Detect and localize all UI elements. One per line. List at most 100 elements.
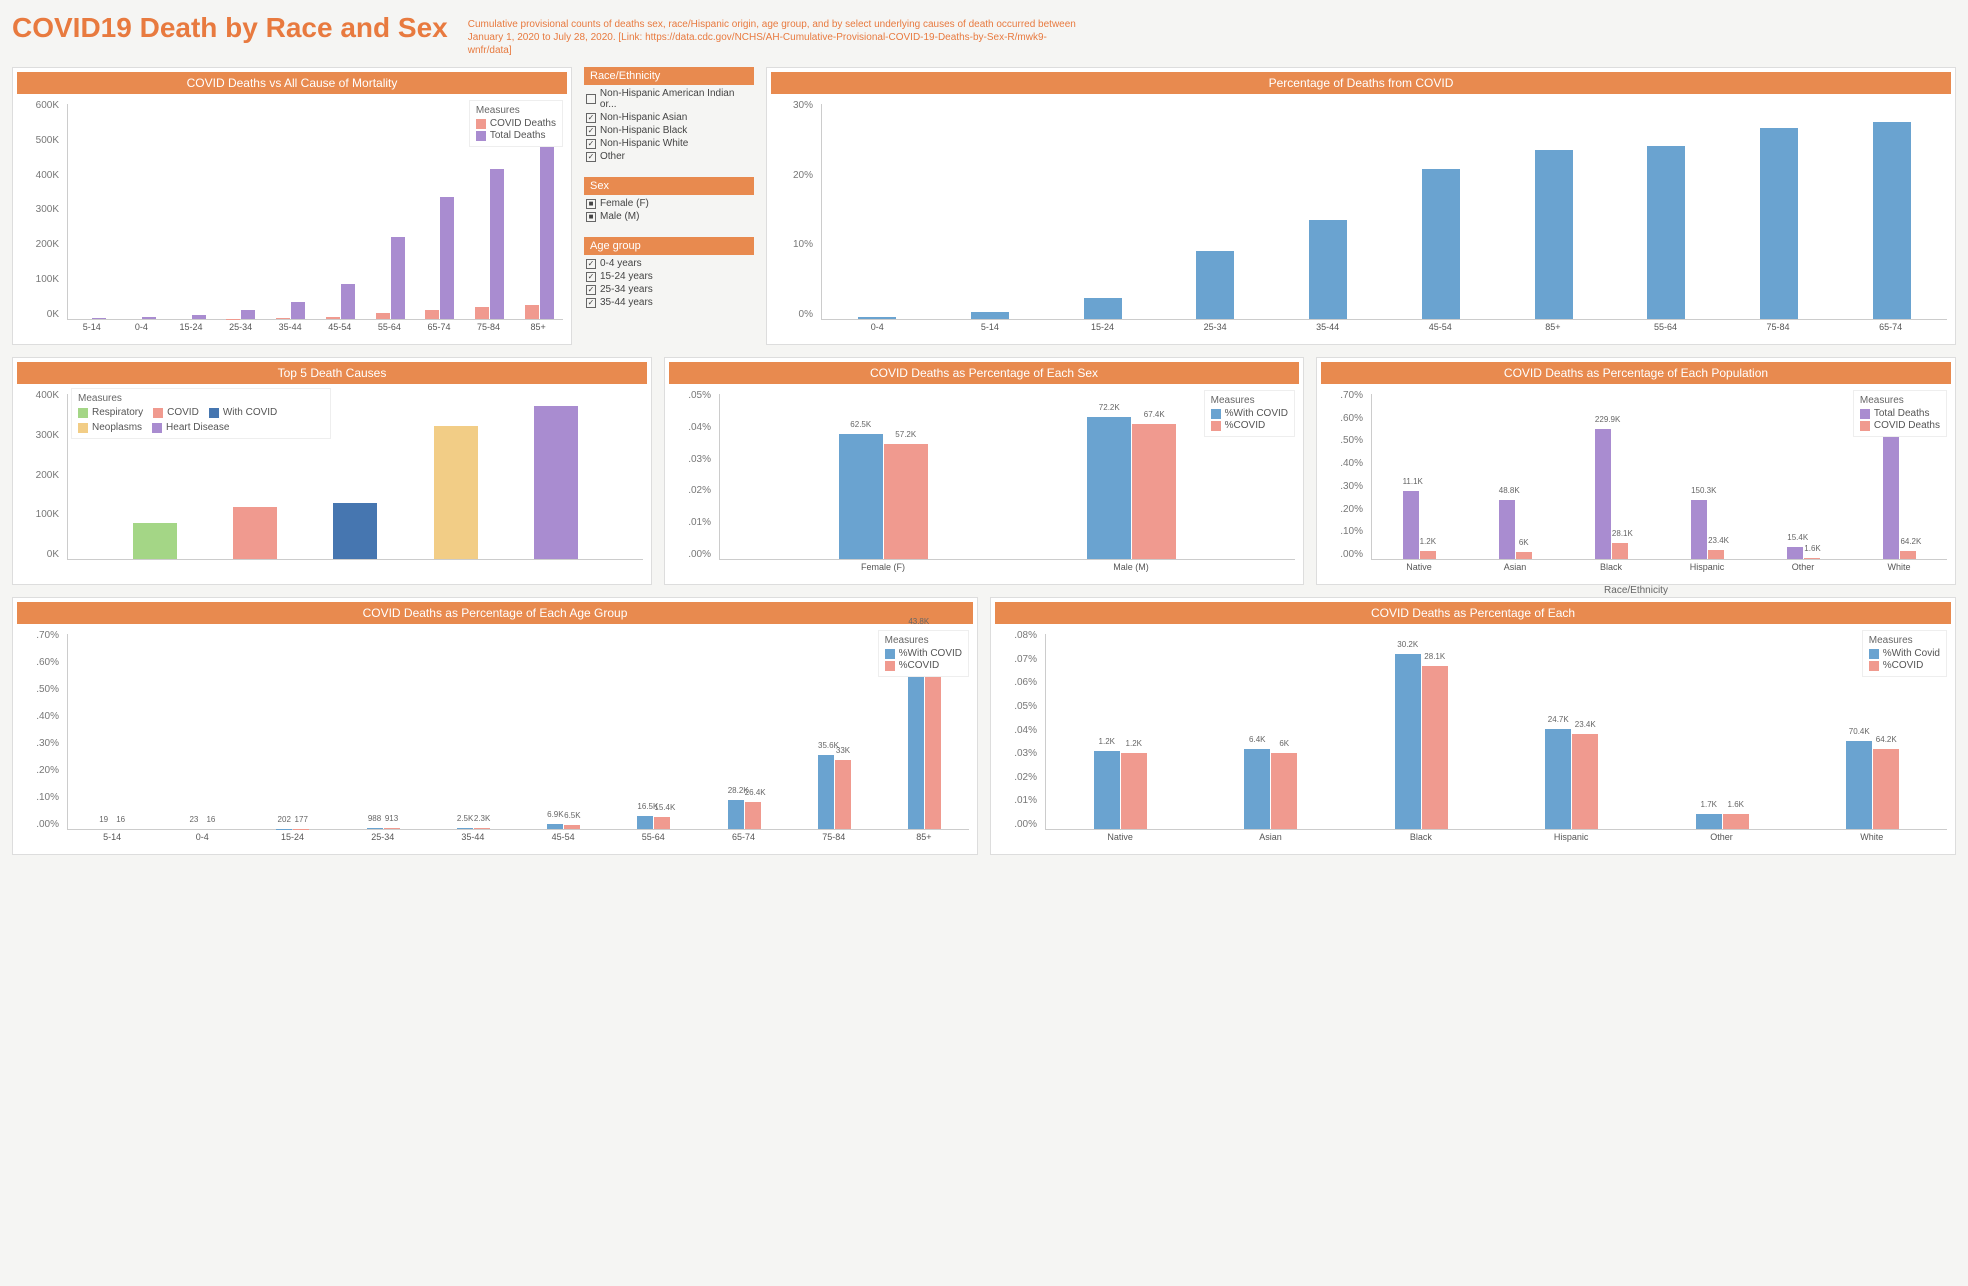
bar[interactable] [475, 307, 489, 319]
legend-item[interactable]: Total Deaths [1860, 408, 1940, 419]
bar[interactable] [233, 507, 277, 559]
bar[interactable] [92, 318, 106, 319]
bar[interactable]: 6.9K [547, 824, 563, 829]
bar[interactable]: 1.2K [1094, 751, 1120, 829]
filter-option[interactable]: ✓0-4 years [584, 257, 754, 270]
legend-item[interactable]: With COVID [209, 407, 277, 418]
bar[interactable] [490, 169, 504, 320]
bar[interactable] [1873, 122, 1911, 319]
bar[interactable]: 15.4K [1787, 547, 1803, 559]
bar[interactable] [133, 523, 177, 559]
bar[interactable]: 16.5K [637, 816, 653, 829]
legend-item[interactable]: %With COVID [885, 648, 962, 659]
legend-item[interactable]: Total Deaths [476, 130, 556, 141]
bar[interactable] [333, 503, 377, 559]
bar[interactable] [440, 197, 454, 319]
bar[interactable] [1196, 251, 1234, 319]
bar[interactable]: 72.2K [1087, 417, 1131, 559]
filter-option[interactable]: ✓35-44 years [584, 296, 754, 309]
bar[interactable] [858, 317, 896, 319]
filter-option[interactable]: Non-Hispanic American Indian or... [584, 87, 754, 111]
bar[interactable]: 67.4K [1132, 424, 1176, 559]
bar[interactable] [540, 129, 554, 319]
bar[interactable]: 62.5K [839, 434, 883, 559]
bar[interactable]: 2.5K [457, 828, 473, 829]
bar[interactable]: 6K [1271, 753, 1297, 829]
bar[interactable] [192, 315, 206, 319]
bar[interactable]: 57.2K [884, 444, 928, 560]
plot-c7[interactable]: 1.2K1.2K 6.4K6K 30.2K28.1K 24.7K23.4K 1.7K1.… [1045, 634, 1947, 830]
bar[interactable]: 70.4K [1846, 741, 1872, 829]
filter-option[interactable]: ✓Non-Hispanic White [584, 137, 754, 150]
bar[interactable]: 28.2K [728, 800, 744, 829]
bar[interactable] [341, 284, 355, 319]
bar[interactable] [391, 237, 405, 319]
bar[interactable]: 1.6K [1804, 558, 1820, 559]
bar[interactable]: 30.2K [1395, 654, 1421, 830]
bar[interactable]: 24.7K [1545, 729, 1571, 829]
bar[interactable]: 150.3K [1691, 500, 1707, 559]
filter-option[interactable]: ■Male (M) [584, 210, 754, 223]
bar[interactable]: 39.8K [925, 651, 941, 829]
bar[interactable]: 23.4K [1572, 734, 1598, 829]
bar[interactable]: 1.2K [1420, 551, 1436, 559]
bar[interactable]: 1.7K [1696, 814, 1722, 829]
bar[interactable] [1535, 150, 1573, 319]
bar[interactable] [1647, 146, 1685, 319]
bar[interactable]: 1.6K [1723, 814, 1749, 829]
bar[interactable]: 2.3K [474, 828, 490, 829]
bar[interactable] [1760, 128, 1798, 319]
filter-option[interactable]: ✓15-24 years [584, 270, 754, 283]
bar[interactable] [1422, 169, 1460, 319]
bar[interactable]: 23.4K [1708, 550, 1724, 559]
bar[interactable]: 28.1K [1422, 666, 1448, 829]
bar[interactable]: 988 [367, 828, 383, 829]
bar[interactable]: 35.6K [818, 755, 834, 829]
bar[interactable] [534, 406, 578, 559]
legend-item[interactable]: Respiratory [78, 407, 143, 418]
bar[interactable] [291, 302, 305, 319]
filter-option[interactable]: ✓Non-Hispanic Asian [584, 111, 754, 124]
bar[interactable] [1084, 298, 1122, 320]
plot-c6[interactable]: 191623162021779889132.5K2.3K6.9K6.5K16.5… [67, 634, 969, 830]
legend-item[interactable]: %COVID [885, 660, 962, 671]
bar[interactable]: 26.4K [745, 802, 761, 829]
filter-option[interactable]: ■Female (F) [584, 197, 754, 210]
bar[interactable]: 913 [384, 828, 400, 829]
bar[interactable] [1309, 220, 1347, 319]
bar[interactable]: 33K [835, 760, 851, 829]
bar[interactable] [971, 312, 1009, 319]
bar[interactable]: 64.2K [1873, 749, 1899, 829]
plot-c2[interactable] [821, 104, 1947, 320]
filter-option[interactable]: ✓Non-Hispanic Black [584, 124, 754, 137]
bar[interactable]: 1.2K [1121, 753, 1147, 829]
legend-item[interactable]: %With Covid [1869, 648, 1940, 659]
bar[interactable]: 64.2K [1900, 551, 1916, 559]
filter-option[interactable]: ✓Other [584, 150, 754, 163]
legend-item[interactable]: %COVID [1869, 660, 1940, 671]
bar[interactable]: 6K [1516, 552, 1532, 559]
bar[interactable]: 229.9K [1595, 429, 1611, 559]
legend-item[interactable]: COVID [153, 407, 199, 418]
legend-item[interactable]: COVID Deaths [1860, 420, 1940, 431]
legend-item[interactable]: Neoplasms [78, 422, 142, 433]
filter-option[interactable]: ✓25-34 years [584, 283, 754, 296]
legend-item[interactable]: %With COVID [1211, 408, 1288, 419]
bar[interactable] [376, 313, 390, 319]
bar[interactable]: 48.8K [1499, 500, 1515, 559]
bar[interactable]: 6.4K [1244, 749, 1270, 829]
legend-item[interactable]: Heart Disease [152, 422, 229, 433]
bar[interactable]: 28.1K [1612, 543, 1628, 559]
bar[interactable] [425, 310, 439, 319]
legend-item[interactable]: %COVID [1211, 420, 1288, 431]
bar[interactable]: 6.5K [564, 825, 580, 829]
bar[interactable] [326, 317, 340, 319]
bar[interactable] [142, 317, 156, 319]
bar[interactable] [525, 305, 539, 319]
bar[interactable]: 15.4K [654, 817, 670, 829]
legend-item[interactable]: COVID Deaths [476, 118, 556, 129]
bar[interactable] [434, 426, 478, 559]
bar[interactable] [276, 318, 290, 319]
bar[interactable]: 11.1K [1403, 491, 1419, 559]
bar[interactable] [241, 310, 255, 319]
